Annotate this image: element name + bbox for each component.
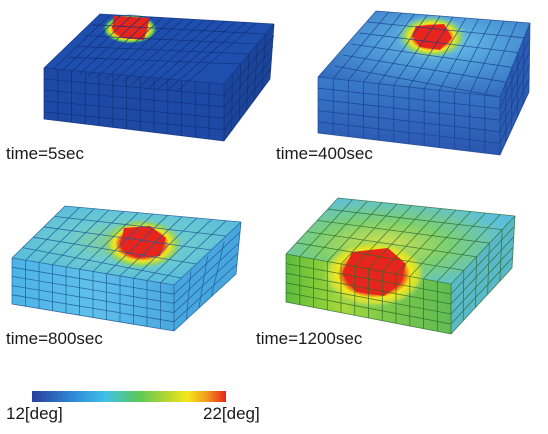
mesh-block-t400 xyxy=(317,10,531,156)
hotspot-core xyxy=(112,16,150,40)
mesh-grid xyxy=(11,205,242,332)
panel-caption-t800: time=800sec xyxy=(6,329,103,348)
colorbar-max-label: 22[deg] xyxy=(203,404,260,423)
block-side-face xyxy=(224,24,274,141)
panel-caption-t5: time=5sec xyxy=(6,144,84,163)
mesh-grid xyxy=(317,10,531,156)
colorbar xyxy=(32,391,226,402)
block-side-face xyxy=(451,216,515,334)
mesh-block-t800 xyxy=(11,205,242,332)
hotspot-core xyxy=(342,248,406,296)
mesh-block-t1200 xyxy=(285,197,516,335)
colorbar-min-label: 12[deg] xyxy=(6,404,63,423)
panel-caption-t400: time=400sec xyxy=(276,144,373,163)
block-side-face xyxy=(174,222,241,331)
panel-caption-t1200: time=1200sec xyxy=(256,329,363,348)
mesh-block-t5 xyxy=(43,13,275,142)
mesh-grid xyxy=(43,13,275,142)
mesh-grid xyxy=(285,197,516,335)
block-side-face xyxy=(500,23,530,155)
block-front-face xyxy=(44,68,224,141)
